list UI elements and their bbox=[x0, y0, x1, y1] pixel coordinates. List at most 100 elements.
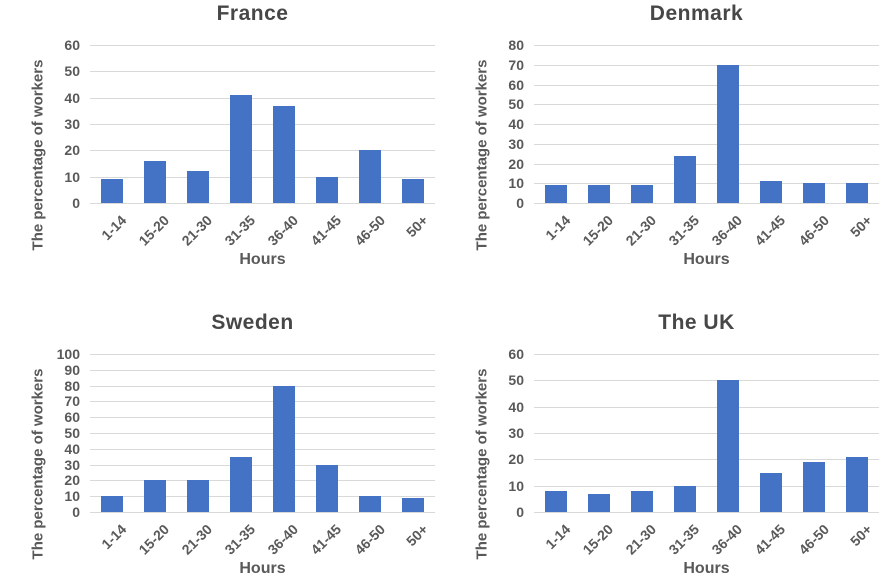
bar-21-30 bbox=[186, 480, 209, 512]
y-tick-label: 50 bbox=[64, 63, 80, 80]
x-tick-label: 50+ bbox=[846, 521, 875, 550]
gridline bbox=[90, 480, 435, 482]
y-tick-label: 10 bbox=[64, 168, 80, 185]
x-tick-label: 21-30 bbox=[178, 521, 216, 558]
y-tick-label: 30 bbox=[508, 135, 524, 152]
bar-36-40 bbox=[273, 105, 296, 203]
gridline bbox=[90, 354, 435, 355]
gridline bbox=[534, 459, 879, 461]
x-tick-label: 41-45 bbox=[307, 212, 345, 249]
x-tick-label: 41-45 bbox=[751, 212, 789, 249]
x-tick-label: 31-35 bbox=[665, 212, 703, 249]
bar-41-45 bbox=[760, 181, 783, 203]
y-tick-label: 60 bbox=[64, 37, 80, 53]
x-axis-title: Hours bbox=[239, 251, 286, 268]
gridline bbox=[534, 380, 879, 382]
gridline bbox=[534, 64, 879, 66]
gridline bbox=[534, 406, 879, 408]
y-tick-label: 70 bbox=[64, 393, 80, 410]
y-tick-label: 10 bbox=[508, 477, 524, 494]
gridline bbox=[534, 183, 879, 185]
chart-title: Sweden bbox=[211, 311, 294, 334]
chart-sweden: Sweden The percentage of workers 0 10 20 30… bbox=[0, 292, 444, 585]
x-axis-title: Hours bbox=[683, 251, 730, 268]
bar-21-30 bbox=[630, 490, 653, 512]
y-tick-label: 40 bbox=[508, 398, 524, 415]
bar-31-35 bbox=[673, 485, 696, 512]
bar-41-45 bbox=[760, 472, 783, 512]
bar-46-50 bbox=[359, 496, 382, 512]
x-tick-label: 1-14 bbox=[541, 521, 573, 553]
chart-france: France The percentage of workers 0 10 20 30… bbox=[0, 0, 444, 292]
x-tick-label: 50+ bbox=[402, 521, 431, 550]
bar-1-14 bbox=[544, 185, 567, 203]
x-tick-label: 31-35 bbox=[221, 212, 259, 249]
gridline bbox=[90, 433, 435, 434]
gridline bbox=[90, 176, 435, 178]
y-tick-label: 20 bbox=[64, 142, 80, 159]
y-tick-label: 30 bbox=[64, 456, 80, 473]
y-tick-label: 70 bbox=[508, 56, 524, 73]
plot-area: 0 10 20 30 40 50 60 70 80 90 100 1-14 15-20 21-30 31-3… bbox=[57, 347, 435, 558]
bar-46-50 bbox=[803, 461, 826, 512]
y-tick-label: 20 bbox=[508, 451, 524, 468]
gridline bbox=[90, 97, 435, 99]
gridline bbox=[90, 150, 435, 152]
x-tick-label: 31-35 bbox=[665, 521, 703, 558]
bar-36-40 bbox=[717, 64, 740, 203]
x-tick-label: 46-50 bbox=[350, 212, 388, 249]
gridline bbox=[90, 401, 435, 403]
x-tick-label: 1-14 bbox=[541, 212, 573, 244]
y-tick-label: 0 bbox=[516, 195, 524, 211]
gridline bbox=[90, 496, 435, 498]
x-tick-label: 36-40 bbox=[708, 521, 746, 558]
gridline bbox=[534, 104, 879, 106]
chart-the-uk: The UK The percentage of workers 0 10 20 30… bbox=[444, 292, 888, 585]
gridline bbox=[90, 203, 435, 204]
x-tick-label: 21-30 bbox=[178, 212, 216, 249]
y-tick-label: 40 bbox=[64, 89, 80, 106]
x-tick-label: 1-14 bbox=[97, 521, 129, 553]
bar-15-20 bbox=[587, 493, 610, 512]
y-tick-label: 20 bbox=[508, 155, 524, 172]
x-tick-label: 36-40 bbox=[708, 212, 746, 249]
y-tick-label: 50 bbox=[508, 96, 524, 113]
x-tick-label: 15-20 bbox=[579, 521, 617, 558]
x-tick-label: 15-20 bbox=[135, 521, 173, 558]
y-tick-label: 80 bbox=[64, 377, 80, 394]
y-tick-label: 0 bbox=[516, 504, 524, 520]
bar-15-20 bbox=[587, 185, 610, 203]
y-tick-label: 60 bbox=[508, 346, 524, 362]
bar-21-30 bbox=[630, 185, 653, 203]
bar-1-14 bbox=[100, 496, 123, 512]
bar-15-20 bbox=[143, 480, 166, 512]
gridline bbox=[534, 124, 879, 125]
x-tick-label: 1-14 bbox=[97, 212, 129, 244]
bar-50+ bbox=[402, 179, 425, 203]
bar-1-14 bbox=[100, 179, 123, 203]
x-tick-label: 21-30 bbox=[622, 521, 660, 558]
bar-1-14 bbox=[544, 490, 567, 512]
gridline bbox=[90, 448, 435, 450]
bar-36-40 bbox=[717, 380, 740, 512]
bar-31-35 bbox=[229, 95, 252, 203]
bar-36-40 bbox=[273, 385, 296, 512]
y-tick-label: 30 bbox=[64, 116, 80, 132]
gridline bbox=[534, 143, 879, 145]
y-tick-label: 100 bbox=[56, 346, 80, 362]
bar-50+ bbox=[846, 183, 869, 203]
x-tick-label: 50+ bbox=[402, 212, 431, 241]
y-tick-label: 0 bbox=[72, 195, 80, 211]
x-tick-label: 46-50 bbox=[794, 212, 832, 249]
chart-title: France bbox=[216, 2, 289, 25]
gridline bbox=[534, 163, 879, 165]
y-tick-label: 50 bbox=[508, 372, 524, 389]
plot-area: 0 10 20 30 40 50 60 70 80 1-14 15-20 21-30 31-35 36-4… bbox=[508, 38, 879, 249]
chart-title: The UK bbox=[658, 311, 735, 334]
bar-21-30 bbox=[186, 171, 209, 203]
gridline bbox=[534, 485, 879, 487]
bar-31-35 bbox=[673, 155, 696, 203]
bar-15-20 bbox=[143, 160, 166, 203]
bar-50+ bbox=[846, 456, 869, 512]
